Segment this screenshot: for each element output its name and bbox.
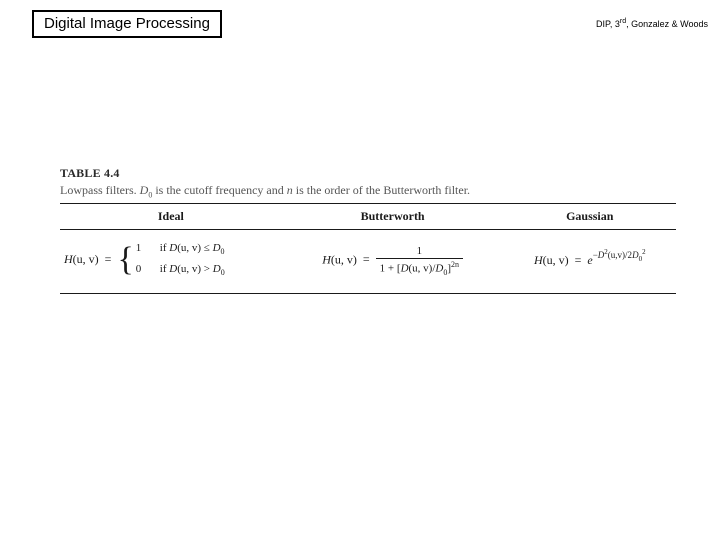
slide-title: Digital Image Processing [44, 15, 210, 32]
cell-butterworth: H(u, v) = 1 1 + [D(u, v)/D0]2n [282, 230, 504, 293]
table-caption: Lowpass filters. D0 is the cutoff freque… [60, 183, 676, 199]
table-row: H(u, v) = { 1 if D(u, v) ≤ D0 0 if D(u, … [60, 230, 676, 293]
gaussian-exponent: −D2(u,v)/2D02 [593, 250, 646, 260]
filter-table: Ideal Butterworth Gaussian H(u, v) = { 1 [60, 203, 676, 293]
cell-gaussian: H(u, v) = e−D2(u,v)/2D02 [504, 230, 677, 293]
col-header-ideal: Ideal [60, 204, 282, 230]
ideal-piecewise: { 1 if D(u, v) ≤ D0 0 if D(u, v) > D0 [117, 240, 224, 280]
butterworth-fraction: 1 1 + [D(u, v)/D0]2n [376, 245, 463, 277]
credit-suffix: , Gonzalez & Woods [626, 19, 708, 29]
table-label: TABLE 4.4 [60, 166, 676, 181]
slide-credit: DIP, 3rd, Gonzalez & Woods [596, 18, 708, 29]
table-4-4: TABLE 4.4 Lowpass filters. D0 is the cut… [60, 166, 676, 294]
col-header-gaussian: Gaussian [504, 204, 677, 230]
cell-ideal: H(u, v) = { 1 if D(u, v) ≤ D0 0 if D(u, … [60, 230, 282, 293]
credit-prefix: DIP, 3 [596, 19, 620, 29]
table-header-row: Ideal Butterworth Gaussian [60, 204, 676, 230]
brace-icon: { [117, 243, 133, 277]
col-header-butterworth: Butterworth [282, 204, 504, 230]
slide-title-box: Digital Image Processing [32, 10, 222, 38]
